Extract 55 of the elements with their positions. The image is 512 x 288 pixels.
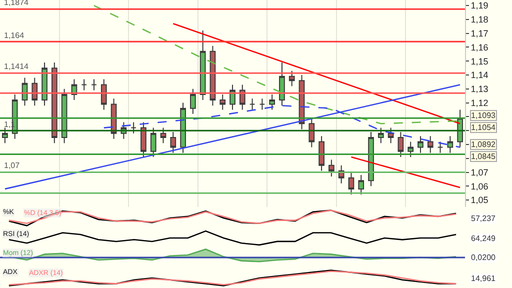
y-tick-label: 1,14 (470, 70, 488, 80)
ref-line-label: 1,164 (4, 31, 25, 40)
text: 1,1093 (471, 111, 496, 120)
candlestick (308, 118, 315, 148)
candlestick (100, 78, 107, 110)
ref-line-label: 1,1414 (4, 62, 30, 71)
candlestick (447, 136, 454, 154)
candlestick (42, 62, 48, 106)
candlestick (81, 78, 88, 91)
candlestick (170, 131, 176, 154)
text: 1,1054 (471, 123, 496, 132)
candlestick (269, 94, 275, 110)
candlestick (200, 30, 206, 101)
candlestick (279, 62, 285, 106)
candlestick (140, 122, 146, 158)
candlestick (348, 172, 354, 195)
candlestick (239, 84, 246, 110)
candlestick (190, 88, 196, 114)
text: 14,961 (471, 274, 496, 283)
y-tick-label: 1,17 (470, 28, 488, 38)
y-tick-label: 1,19 (470, 0, 488, 11)
candlestick (160, 127, 166, 144)
candlestick (91, 78, 97, 91)
y-tick-label: 1,07 (470, 167, 488, 178)
candlestick (230, 84, 236, 110)
candlestick (220, 94, 226, 110)
candlestick (378, 127, 384, 144)
candlestick (288, 70, 295, 87)
text: 0,0200 (471, 253, 496, 262)
y-tick-label: 1,06 (470, 181, 488, 192)
text: 1,0892 (471, 140, 496, 149)
candlestick (51, 62, 58, 144)
candlestick (408, 141, 414, 158)
y-tick-label: 1,13 (470, 84, 488, 94)
candlestick (2, 127, 8, 144)
y-tick-label: 1,16 (470, 42, 488, 52)
candlestick (427, 136, 434, 154)
text: 64,249 (471, 234, 496, 243)
candlestick (437, 141, 444, 154)
candlestick (259, 98, 266, 110)
text: 57,237 (471, 214, 496, 223)
ref-line-label: 1,07 (4, 161, 20, 170)
y-tick-label: 1,12 (470, 98, 488, 108)
candlestick (318, 136, 324, 172)
candlestick (398, 131, 404, 158)
y-tick-label: 1,18 (470, 14, 488, 25)
candlestick (32, 77, 38, 106)
candlestick (418, 136, 424, 154)
text: 1,0845 (471, 152, 496, 161)
candlestick (150, 127, 156, 158)
candlestick (130, 122, 136, 134)
y-tick-label: 1,15 (470, 56, 488, 66)
candlestick (328, 159, 334, 177)
y-tick-label: 1,05 (470, 195, 488, 206)
candlestick (249, 98, 256, 110)
